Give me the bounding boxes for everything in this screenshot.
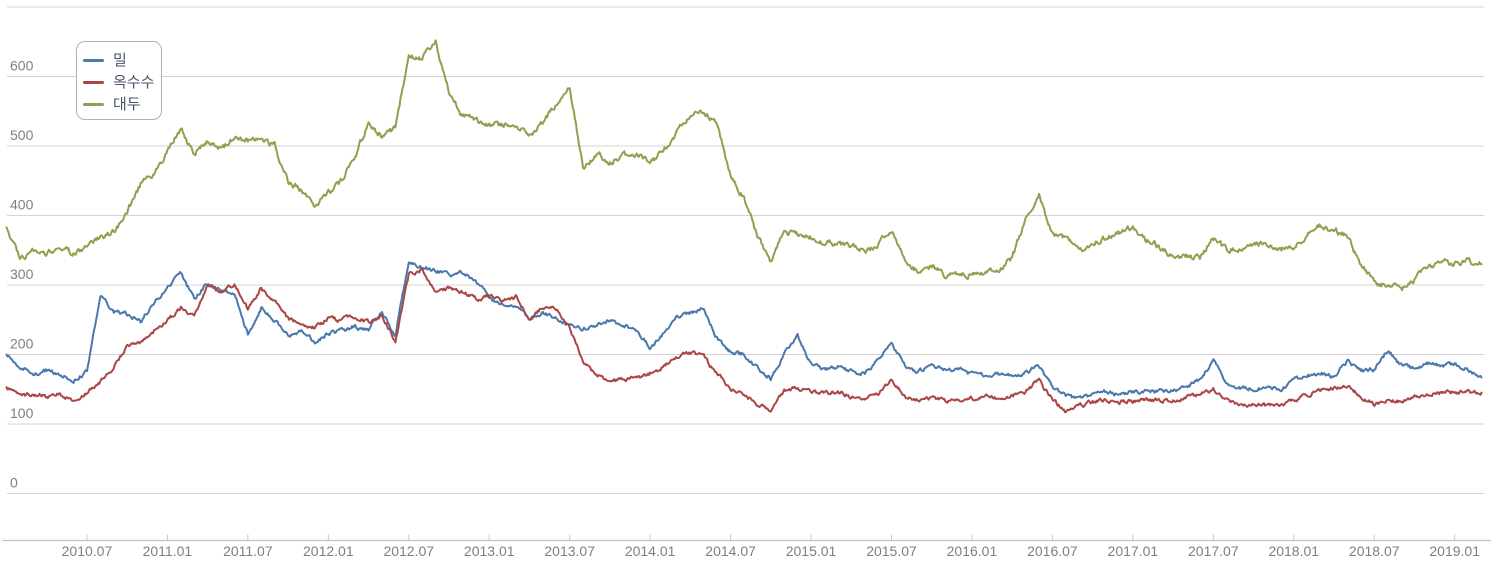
x-axis-label: 2014.01	[625, 543, 676, 559]
x-axis-label: 2010.07	[62, 543, 113, 559]
x-axis-label: 2013.01	[464, 543, 515, 559]
series-line-wheat	[5, 261, 1483, 399]
legend-label-soybean: 대두	[113, 96, 141, 113]
x-axis-label: 2018.07	[1349, 543, 1400, 559]
x-axis-label: 2016.07	[1027, 543, 1078, 559]
legend-item-corn[interactable]: 옥수수	[83, 72, 161, 93]
y-axis-label: 400	[10, 197, 34, 213]
y-axis-label: 300	[10, 266, 34, 282]
x-axis-label: 2015.07	[866, 543, 917, 559]
x-axis-label: 2017.01	[1108, 543, 1159, 559]
x-axis-label: 2016.01	[947, 543, 998, 559]
legend-item-wheat[interactable]: 밀	[83, 50, 161, 71]
corn-line-swatch	[83, 81, 104, 84]
series-line-soybean	[5, 39, 1483, 292]
x-axis-label: 2012.07	[383, 543, 434, 559]
y-axis-label: 200	[10, 336, 34, 352]
x-axis-label: 2013.07	[544, 543, 595, 559]
soybean-line-swatch	[83, 103, 104, 106]
x-axis-label: 2011.01	[143, 543, 193, 559]
x-axis-label: 2018.01	[1268, 543, 1319, 559]
x-axis-label: 2012.01	[303, 543, 354, 559]
legend-label-wheat: 밀	[113, 52, 127, 69]
x-axis-label: 2014.07	[705, 543, 756, 559]
x-axis-label: 2011.07	[223, 543, 273, 559]
y-axis-label: 500	[10, 127, 34, 143]
series-line-corn	[5, 267, 1483, 414]
wheat-line-swatch	[83, 59, 104, 62]
x-axis-label: 2019.01	[1429, 543, 1480, 559]
x-axis-label: 2015.01	[786, 543, 837, 559]
y-axis-label: 0	[10, 475, 18, 491]
legend-label-corn: 옥수수	[113, 74, 155, 91]
legend: 밀 옥수수 대두	[76, 41, 162, 120]
y-axis-label: 100	[10, 405, 34, 421]
legend-item-soybean[interactable]: 대두	[83, 94, 161, 115]
y-axis-label: 600	[10, 58, 34, 74]
x-axis-label: 2017.07	[1188, 543, 1239, 559]
